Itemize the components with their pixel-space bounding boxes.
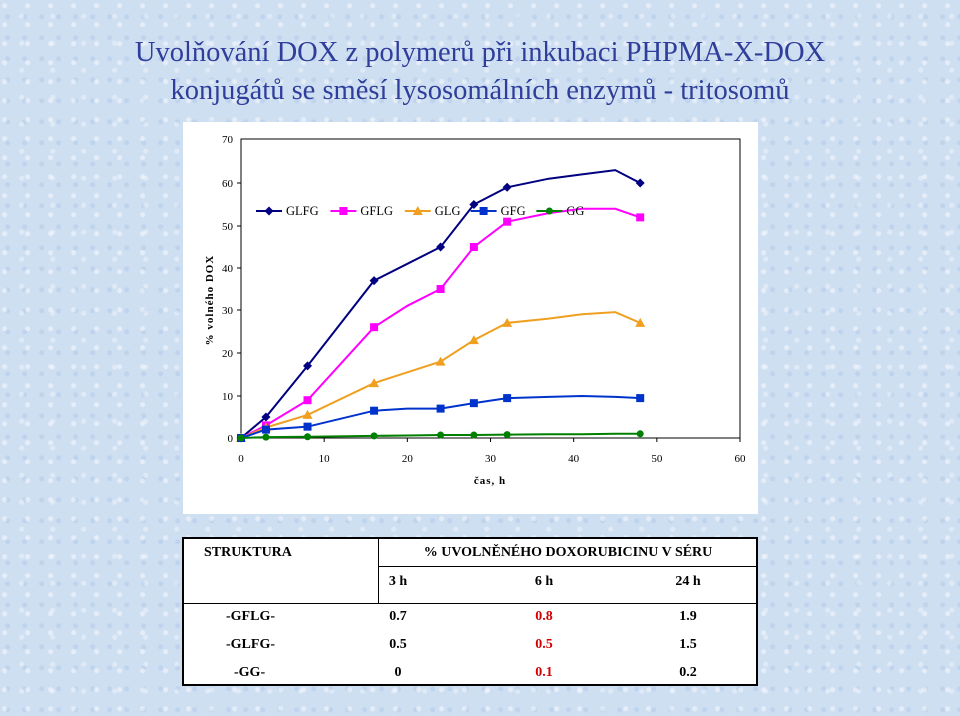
data-point: [469, 200, 479, 209]
cell-3h: 0: [394, 665, 402, 680]
data-point: [636, 430, 644, 438]
series-line: [240, 207, 641, 439]
serum-release-table: STRUKTURA % UVOLNĚNÉHO DOXORUBICINU V SÉ…: [182, 537, 758, 686]
data-point: [502, 317, 513, 327]
data-point: [303, 422, 312, 431]
data-point: [503, 217, 512, 226]
x-tick-label: 10: [319, 453, 331, 465]
legend-label: GFLG: [360, 204, 393, 218]
data-point: [304, 433, 312, 441]
data-point: [437, 431, 445, 439]
row-structure: -GG-: [234, 665, 266, 680]
legend-label: GG: [566, 204, 584, 218]
data-point: [502, 182, 512, 192]
legend-label: GFG: [501, 204, 526, 218]
data-point: [237, 434, 245, 442]
series-gg: [237, 430, 644, 442]
data-point: [370, 323, 379, 332]
cell-24h: 0.2: [679, 665, 697, 680]
data-point: [303, 361, 313, 371]
cell-3h: 0.7: [389, 609, 407, 624]
series-line: [240, 394, 641, 439]
cell-6h: 0.8: [535, 609, 553, 624]
legend-marker: [412, 206, 423, 215]
series-line: [240, 432, 641, 439]
legend-entry: GG: [536, 204, 584, 218]
data-point: [262, 433, 270, 441]
series-line: [240, 311, 641, 439]
data-point: [469, 243, 478, 251]
data-point: [635, 178, 645, 188]
legend-marker: [339, 207, 348, 215]
cell-24h: 1.9: [679, 609, 697, 624]
x-tick-label: 40: [568, 453, 580, 465]
y-tick-label: 60: [222, 178, 234, 190]
time-header: 6 h: [534, 574, 554, 589]
y-tick-label: 70: [222, 134, 234, 146]
legend-marker: [479, 207, 488, 215]
legend-entry: GLFG: [256, 204, 319, 218]
series-line: [240, 169, 641, 439]
x-tick-label: 0: [238, 453, 244, 465]
y-axis-label: % volného DOX: [204, 255, 216, 346]
y-tick-label: 50: [222, 221, 234, 233]
data-point: [436, 285, 445, 293]
data-point: [469, 399, 478, 408]
x-tick-label: 30: [485, 453, 497, 465]
time-header: 3 h: [388, 574, 408, 589]
data-point: [470, 431, 478, 439]
data-point: [369, 378, 380, 388]
data-point: [435, 356, 446, 366]
data-point: [436, 404, 445, 413]
row-structure: -GFLG-: [226, 609, 275, 624]
release-chart: 0 10 20 30 40 50 60 70 0 10 20 30 40 50 60 GLFG GFLG GL…: [183, 122, 758, 514]
data-point: [370, 432, 378, 440]
row-structure: -GLFG-: [226, 637, 275, 652]
data-point: [436, 242, 446, 252]
legend-entry: GFG: [470, 204, 526, 218]
table-divider: [184, 603, 758, 604]
data-point: [369, 276, 379, 286]
x-axis-label: čas, h: [474, 475, 506, 487]
data-point: [303, 396, 312, 405]
time-header: 24 h: [675, 574, 701, 589]
data-point: [636, 213, 645, 222]
y-tick-label: 10: [222, 391, 234, 403]
legend-entry: GFLG: [330, 204, 393, 218]
data-point: [636, 394, 645, 403]
x-tick-label: 50: [651, 453, 663, 465]
y-tick-label: 40: [222, 263, 234, 275]
data-point: [261, 412, 271, 422]
data-point: [261, 425, 270, 434]
table-divider: [378, 566, 758, 567]
data-point: [302, 409, 313, 419]
data-point: [503, 431, 511, 439]
header-release: % UVOLNĚNÉHO DOXORUBICINU V SÉRU: [423, 545, 713, 560]
cell-6h: 0.1: [535, 665, 553, 680]
data-point: [503, 394, 512, 403]
cell-3h: 0.5: [389, 637, 407, 652]
cell-6h: 0.5: [535, 637, 553, 652]
legend-marker: [545, 207, 553, 215]
y-tick-label: 0: [228, 433, 234, 445]
header-structure: STRUKTURA: [204, 545, 292, 560]
data-point: [635, 317, 646, 327]
table-divider: [378, 539, 379, 603]
legend-label: GLG: [435, 204, 461, 218]
legend-entry: GLG: [404, 204, 461, 218]
cell-24h: 1.5: [679, 637, 697, 652]
chart-area: [183, 122, 758, 514]
x-tick-label: 20: [402, 453, 414, 465]
y-tick-label: 20: [222, 348, 234, 360]
title-line-1: Uvolňování DOX z polymerů při inkubaci P…: [134, 37, 826, 68]
data-point: [468, 335, 479, 345]
data-point: [370, 406, 379, 415]
legend-label: GLFG: [286, 204, 319, 218]
x-tick-label: 60: [735, 453, 747, 465]
y-tick-label: 30: [222, 305, 234, 317]
legend-marker: [264, 206, 274, 216]
title-line-2: konjugátů se směsí lysosomálních enzymů …: [170, 75, 790, 106]
